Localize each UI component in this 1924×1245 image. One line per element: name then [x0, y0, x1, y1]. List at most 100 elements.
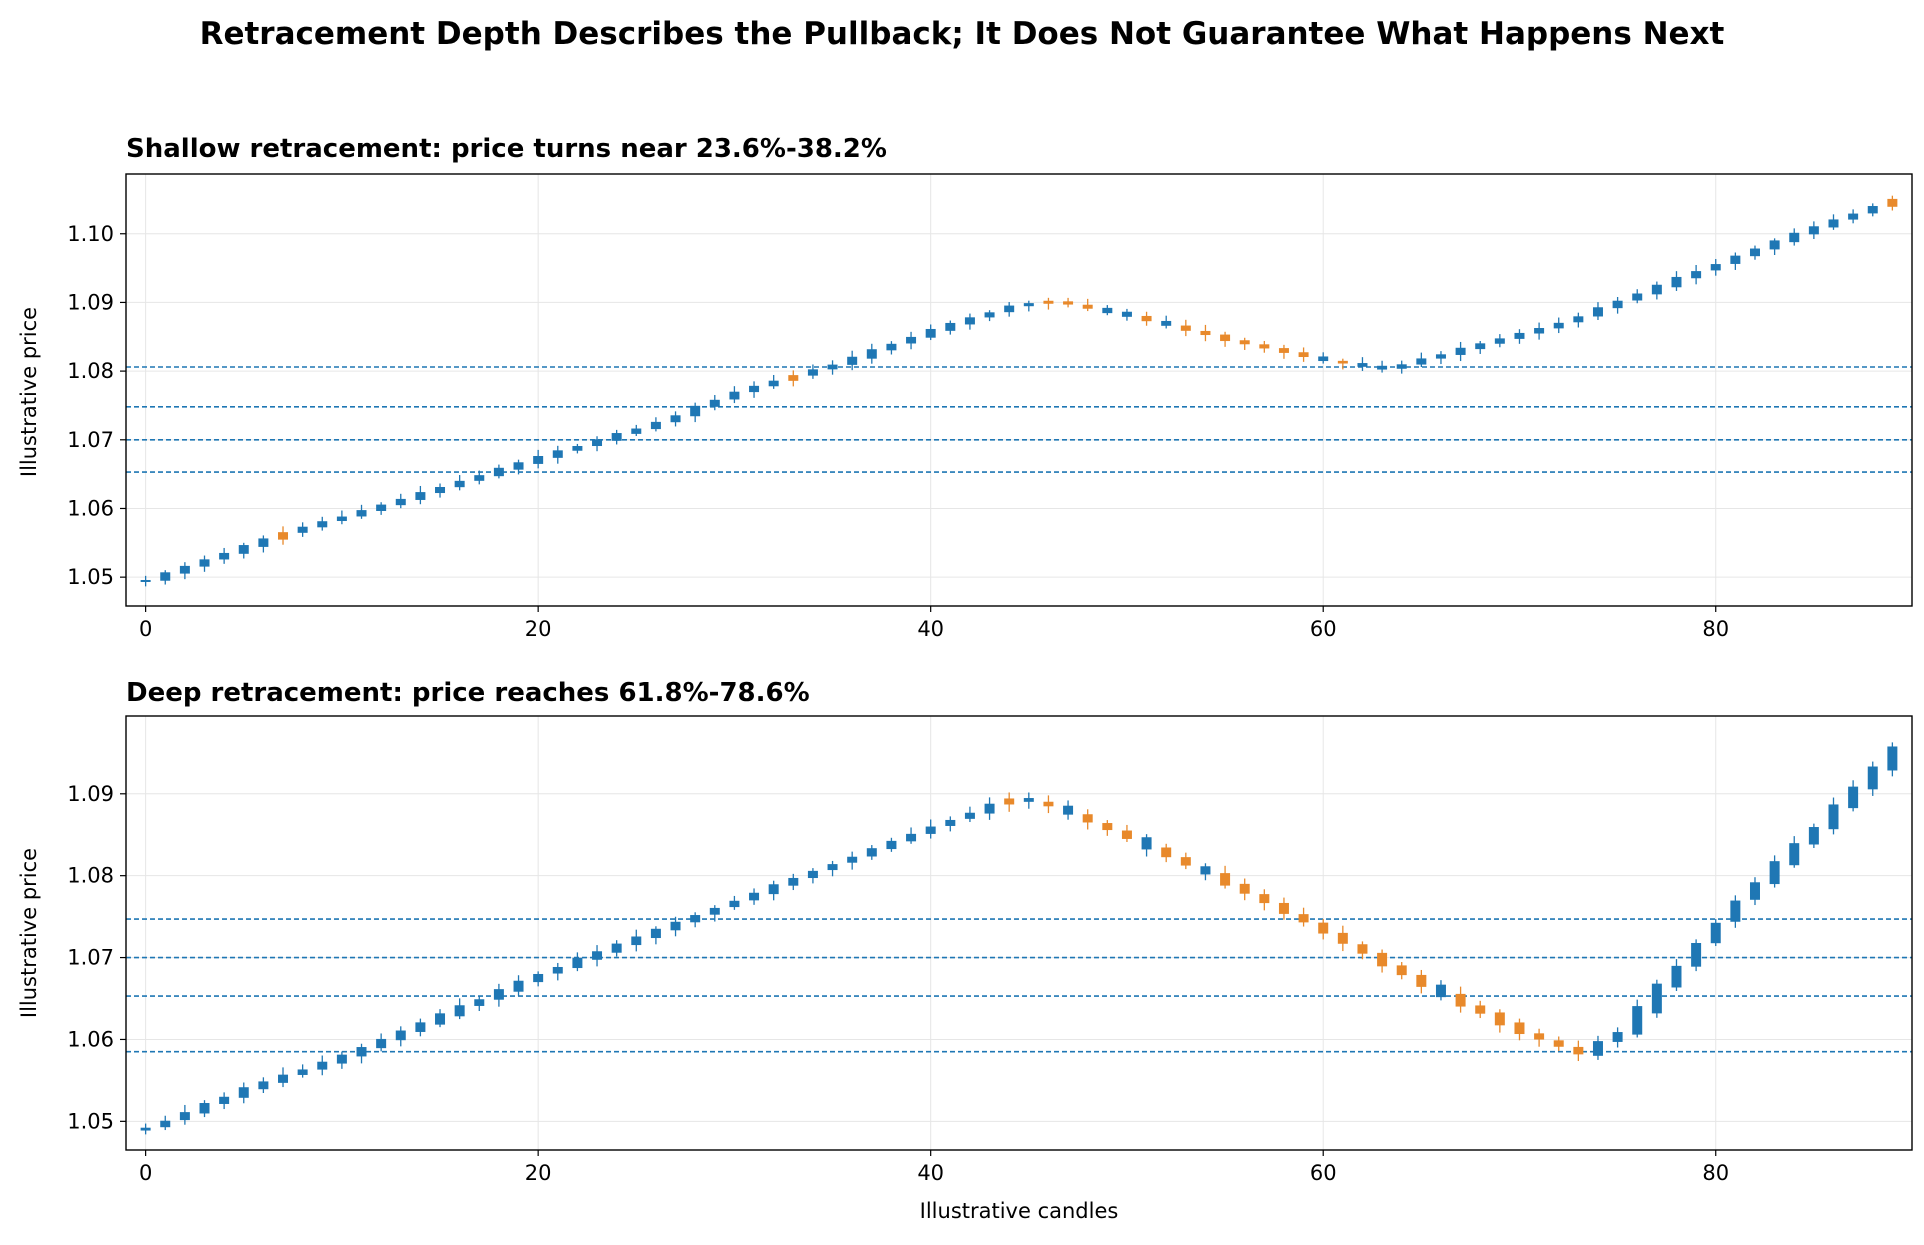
- candle-body-up: [886, 343, 897, 351]
- candle-body-down: [1121, 830, 1132, 839]
- candle-body-up: [984, 312, 995, 318]
- candle-body-up: [376, 1038, 387, 1049]
- candle-body-up: [415, 1022, 426, 1032]
- y-tick-label: 1.05: [67, 565, 114, 589]
- candle-body-up: [1671, 276, 1682, 288]
- candle-body-up: [1867, 206, 1878, 214]
- candle-body-up: [1592, 307, 1603, 317]
- candle-body-up: [1396, 364, 1407, 369]
- candle-body-down: [1043, 300, 1054, 304]
- candle-body-up: [1357, 363, 1368, 367]
- candle-body-up: [395, 498, 406, 506]
- candle-body-up: [1749, 248, 1760, 257]
- candle-body-up: [1828, 804, 1839, 830]
- candle-body-up: [493, 467, 504, 477]
- candle-body-down: [1082, 304, 1093, 309]
- candle-body-up: [1828, 219, 1839, 228]
- y-tick-label: 1.05: [67, 1109, 114, 1133]
- candle-body-up: [317, 521, 328, 528]
- candle-body-up: [278, 1074, 289, 1083]
- candle-body-up: [552, 450, 563, 458]
- y-tick-label: 1.07: [67, 428, 114, 452]
- candle-body-up: [886, 840, 897, 850]
- candle-body-down: [1063, 301, 1074, 305]
- y-axis-label: Illustrative price: [17, 848, 41, 1018]
- candle-body-up: [925, 826, 936, 834]
- candle-body-up: [140, 579, 151, 582]
- candle-body-down: [1102, 823, 1113, 831]
- candle-body-up: [945, 819, 956, 826]
- candle-body-up: [1121, 311, 1132, 317]
- candle-body-up: [258, 1081, 269, 1090]
- candle-body-up: [866, 848, 877, 857]
- candle-body-up: [297, 1069, 308, 1075]
- candle-body-down: [278, 532, 289, 540]
- candle-body-up: [238, 1087, 249, 1098]
- x-tick-label: 80: [1702, 1161, 1729, 1185]
- candle-body-up: [690, 915, 701, 923]
- candle-body-up: [160, 1120, 171, 1128]
- panel-title: Deep retracement: price reaches 61.8%-78…: [126, 678, 810, 708]
- candle-body-up: [1573, 316, 1584, 323]
- candle-body-up: [1769, 861, 1780, 885]
- candle-body-up: [493, 989, 504, 1000]
- candle-body-down: [1278, 902, 1289, 914]
- candle-body-up: [572, 957, 583, 969]
- candle-body-up: [1710, 264, 1721, 271]
- candle-body-up: [1612, 1032, 1623, 1042]
- candle-body-up: [1553, 322, 1564, 329]
- candle-body-up: [199, 559, 210, 567]
- candle-body-down: [1200, 330, 1211, 336]
- candle-body-up: [1671, 965, 1682, 988]
- candle-body-up: [356, 1047, 367, 1057]
- candle-body-down: [1573, 1046, 1584, 1055]
- candle-body-up: [1730, 255, 1741, 264]
- candle-body-up: [1416, 358, 1427, 365]
- candle-body-up: [1789, 843, 1800, 866]
- candle-body-up: [454, 480, 465, 488]
- deep-retracement-panel: Deep retracement: price reaches 61.8%-78…: [17, 678, 1913, 1223]
- candle-body-down: [1259, 344, 1270, 349]
- candle-body-down: [1553, 1040, 1564, 1047]
- candle-body-up: [179, 1112, 190, 1121]
- candle-body-up: [1691, 942, 1702, 967]
- x-tick-label: 60: [1310, 1161, 1337, 1185]
- candle-body-up: [670, 921, 681, 931]
- x-tick-label: 0: [139, 1161, 152, 1185]
- candle-body-up: [650, 421, 661, 430]
- y-tick-label: 1.07: [67, 946, 114, 970]
- candle-body-up: [1789, 232, 1800, 243]
- candle-body-up: [1318, 356, 1329, 362]
- candle-body-up: [690, 405, 701, 417]
- axes-frame: [125, 173, 1913, 607]
- x-tick-label: 40: [917, 1161, 944, 1185]
- candle-body-up: [336, 516, 347, 522]
- candle-body-up: [435, 486, 446, 494]
- candle-body-up: [140, 1127, 151, 1131]
- candle-body-down: [1337, 360, 1348, 364]
- candle-body-up: [1612, 300, 1623, 309]
- candle-body-up: [1435, 984, 1446, 998]
- candle-body-down: [1514, 1022, 1525, 1035]
- candle-body-up: [356, 510, 367, 517]
- candle-body-up: [631, 936, 642, 946]
- candle-body-up: [572, 446, 583, 451]
- candle-body-up: [513, 980, 524, 992]
- y-axis-label: Illustrative price: [17, 307, 41, 477]
- candle-body-up: [866, 349, 877, 359]
- candle-body-up: [592, 951, 603, 960]
- candle-body-down: [1043, 801, 1054, 807]
- candle-body-up: [238, 545, 249, 554]
- candle-body-up: [160, 572, 171, 581]
- candle-body-down: [1004, 798, 1015, 805]
- candle-body-up: [1749, 882, 1760, 900]
- candle-body-up: [788, 877, 799, 886]
- candle-body-up: [847, 856, 858, 863]
- candle-body-down: [1239, 340, 1250, 345]
- y-tick-label: 1.09: [67, 290, 114, 314]
- candle-body-down: [1337, 932, 1348, 944]
- x-axis-label: Illustrative candles: [920, 1199, 1119, 1223]
- y-tick-label: 1.08: [67, 359, 114, 383]
- candle-body-down: [1494, 1012, 1505, 1026]
